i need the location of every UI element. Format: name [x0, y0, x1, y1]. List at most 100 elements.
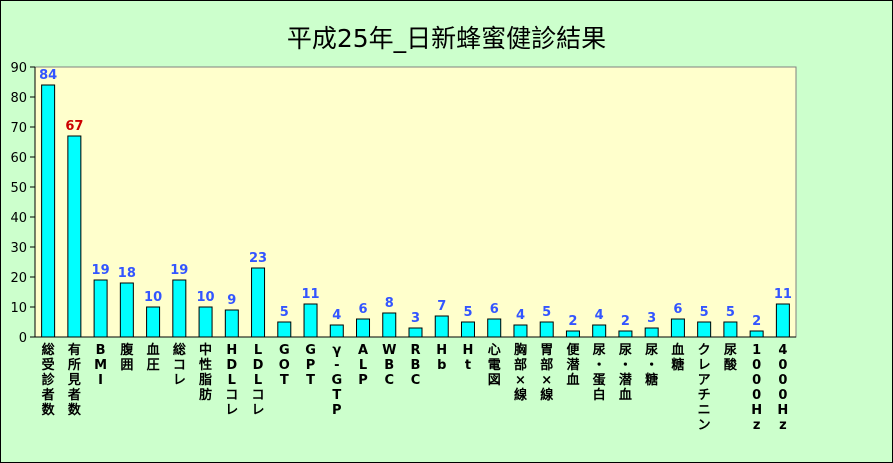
- value-label: 4: [332, 308, 341, 323]
- value-label: 5: [700, 305, 709, 320]
- value-label: 2: [568, 314, 577, 329]
- category-label: 総コレ: [173, 342, 186, 388]
- category-label: L D L コレ: [252, 343, 265, 418]
- category-label: 尿酸: [724, 343, 738, 373]
- bar: [723, 321, 738, 338]
- value-label: 6: [358, 302, 367, 317]
- y-tick-label: 50: [10, 181, 27, 196]
- bar: [146, 306, 161, 338]
- value-label: 4: [595, 308, 604, 323]
- value-label: 6: [673, 302, 682, 317]
- y-tick-label: 70: [10, 121, 27, 136]
- bar: [329, 324, 344, 338]
- y-tick-label: 10: [10, 301, 27, 316]
- bar: [41, 84, 56, 338]
- value-label: 8: [385, 296, 394, 311]
- value-label: 5: [542, 305, 551, 320]
- category-label: 心電図: [488, 343, 501, 388]
- bar: [172, 279, 187, 338]
- bar: [119, 282, 134, 338]
- bar: [592, 324, 607, 338]
- plot-area: [34, 66, 797, 338]
- bar: [539, 321, 554, 338]
- bar: [697, 321, 712, 338]
- value-label: 18: [118, 266, 136, 281]
- bar: [408, 327, 423, 338]
- y-tick-label: 30: [10, 241, 27, 256]
- bar: [670, 318, 685, 338]
- category-label: 尿・糖: [645, 343, 658, 388]
- category-label: 腹囲: [120, 342, 134, 373]
- y-tick-label: 0: [19, 331, 27, 346]
- value-label: 11: [301, 287, 319, 302]
- bar: [67, 135, 82, 338]
- bar: [382, 312, 397, 338]
- bar: [749, 330, 764, 338]
- category-label: 尿・蛋白: [593, 343, 606, 403]
- value-label: 5: [726, 305, 735, 320]
- y-tick-label: 60: [10, 151, 27, 166]
- value-label: 11: [774, 287, 792, 302]
- value-label: 19: [92, 263, 110, 278]
- value-label: 9: [227, 293, 236, 308]
- value-label: 67: [65, 119, 83, 134]
- value-label: 2: [752, 314, 761, 329]
- category-label: 有所見者数: [67, 342, 82, 418]
- y-tick-label: 80: [10, 91, 27, 106]
- bar: [565, 330, 580, 338]
- bar: [487, 318, 502, 338]
- category-label: H D L コレ: [225, 343, 238, 418]
- bar: [356, 318, 371, 338]
- category-label: 中性脂肪: [198, 342, 212, 403]
- value-label: 10: [144, 290, 162, 305]
- category-label: γ -G T P: [331, 343, 342, 418]
- category-label: 便潜血: [566, 342, 580, 388]
- bar: [303, 303, 318, 338]
- value-label: 23: [249, 251, 267, 266]
- y-tick-label: 20: [10, 271, 27, 286]
- category-label: クレアチニン: [698, 343, 711, 433]
- category-label: 総受診者数: [41, 342, 56, 418]
- category-label: 尿・潜血: [619, 343, 633, 403]
- bar: [224, 309, 239, 338]
- value-label: 3: [411, 311, 420, 326]
- bar: [513, 324, 528, 338]
- bar: [434, 315, 449, 338]
- value-label: 7: [437, 299, 446, 314]
- value-label: 3: [647, 311, 656, 326]
- category-label: 血圧: [147, 342, 160, 373]
- y-tick-label: 90: [10, 61, 27, 76]
- bar: [251, 267, 266, 338]
- category-label: 胃部×線: [540, 343, 554, 403]
- value-label: 6: [490, 302, 499, 317]
- value-label: 5: [463, 305, 472, 320]
- bar: [618, 330, 633, 338]
- bar: [460, 321, 475, 338]
- value-label: 19: [170, 263, 188, 278]
- bar: [277, 321, 292, 338]
- value-label: 2: [621, 314, 630, 329]
- value-label: 10: [197, 290, 215, 305]
- bar: [93, 279, 108, 338]
- bar: [198, 306, 213, 338]
- bar: [644, 327, 659, 338]
- chart-title: 平成25年_日新蜂蜜健診結果: [286, 24, 607, 53]
- y-tick-label: 40: [10, 211, 27, 226]
- category-label: 血糖: [671, 342, 684, 373]
- bar: [775, 303, 790, 338]
- value-label: 4: [516, 308, 525, 323]
- category-label: 胸部×線: [514, 342, 528, 403]
- value-label: 5: [280, 305, 289, 320]
- value-label: 84: [39, 68, 57, 83]
